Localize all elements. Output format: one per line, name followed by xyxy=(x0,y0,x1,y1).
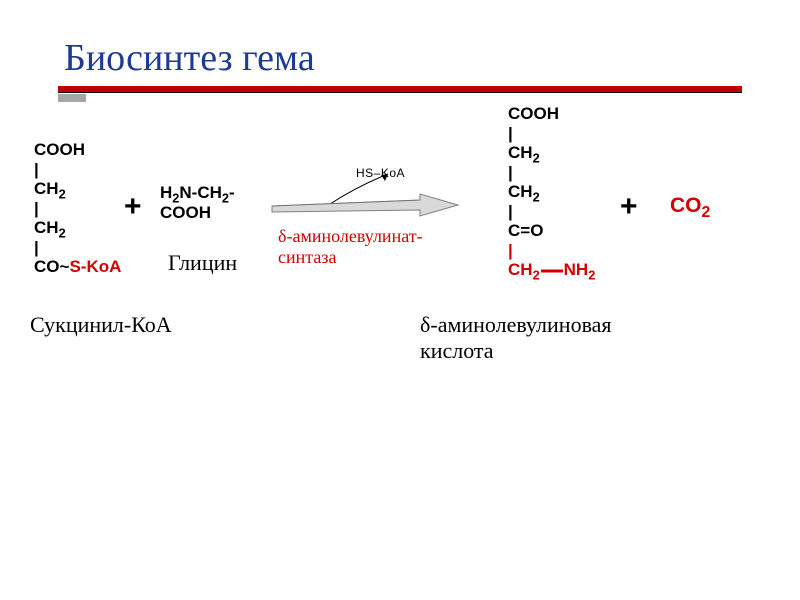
succinyl-coa-label: Сукцинил-КоА xyxy=(30,312,172,338)
gly-l2: COOH xyxy=(160,203,211,222)
plus-2: + xyxy=(620,190,638,224)
ala-name2: кислота xyxy=(420,338,612,364)
glycine-label: Глицин xyxy=(168,250,237,276)
gly-l1a: H xyxy=(160,183,172,202)
succ-l5b: 2 xyxy=(59,226,66,241)
gly-l1c: N-CH xyxy=(179,183,222,202)
co2: CO2 xyxy=(670,194,710,218)
succ-l5a: CH xyxy=(34,218,59,237)
gly-l1d: 2 xyxy=(222,190,229,205)
glycine-structure: H2N-CH2- COOH xyxy=(160,183,235,222)
ala-l9c: NH xyxy=(564,260,589,279)
succ-l4: | xyxy=(34,199,39,218)
slide-title: Биосинтез гема xyxy=(58,36,742,80)
ala-l5a: CH xyxy=(508,182,533,201)
plus-1: + xyxy=(124,190,142,224)
succ-l7a: CO~ xyxy=(34,257,69,276)
ala-l6: | xyxy=(508,202,513,221)
succ-l6: | xyxy=(34,238,39,257)
ala-l7: C=O xyxy=(508,221,543,240)
reaction-canvas: COOH | CH2 | CH2 | CO~S-KoA + H2N-CH2- C… xyxy=(30,130,770,580)
ala-l1: COOH xyxy=(508,104,559,123)
ala-l2: | xyxy=(508,124,513,143)
gly-l1e: - xyxy=(229,183,235,202)
enzyme-line1: δ-аминолевулинат- xyxy=(278,226,423,247)
underline-shadow xyxy=(58,94,86,102)
ala-l9b: 2 xyxy=(533,268,540,283)
co2b: 2 xyxy=(702,204,711,221)
ala-name1: δ-аминолевулиновая xyxy=(420,312,612,338)
succ-l7b: S-KoA xyxy=(69,257,121,276)
co2a: CO xyxy=(670,194,702,217)
succ-l3b: 2 xyxy=(59,186,66,201)
ala-l9a: CH xyxy=(508,260,533,279)
ala-l3b: 2 xyxy=(533,150,540,165)
ala-l5b: 2 xyxy=(533,190,540,205)
ala-structure: COOH | CH2 | CH2 | C=O | CH2NH2 xyxy=(508,104,595,280)
ala-l9d: 2 xyxy=(588,268,595,283)
succinyl-coa-structure: COOH | CH2 | CH2 | CO~S-KoA xyxy=(34,140,121,277)
title-underline xyxy=(58,86,742,96)
ala-l4: | xyxy=(508,163,513,182)
ala-bond-icon xyxy=(540,266,564,276)
succ-l2: | xyxy=(34,160,39,179)
underline-thin xyxy=(58,92,742,93)
ala-label: δ-аминолевулиновая кислота xyxy=(420,312,612,364)
enzyme-line2: синтаза xyxy=(278,247,423,268)
ala-l3a: CH xyxy=(508,143,533,162)
succ-l1: COOH xyxy=(34,140,85,159)
reaction-arrow: HS–KoA xyxy=(270,172,460,220)
hs-koa-label: HS–KoA xyxy=(356,166,405,180)
ala-l8: | xyxy=(508,241,513,260)
title-block: Биосинтез гема xyxy=(58,36,742,96)
succ-l3a: CH xyxy=(34,179,59,198)
enzyme-label: δ-аминолевулинат- синтаза xyxy=(278,226,423,268)
